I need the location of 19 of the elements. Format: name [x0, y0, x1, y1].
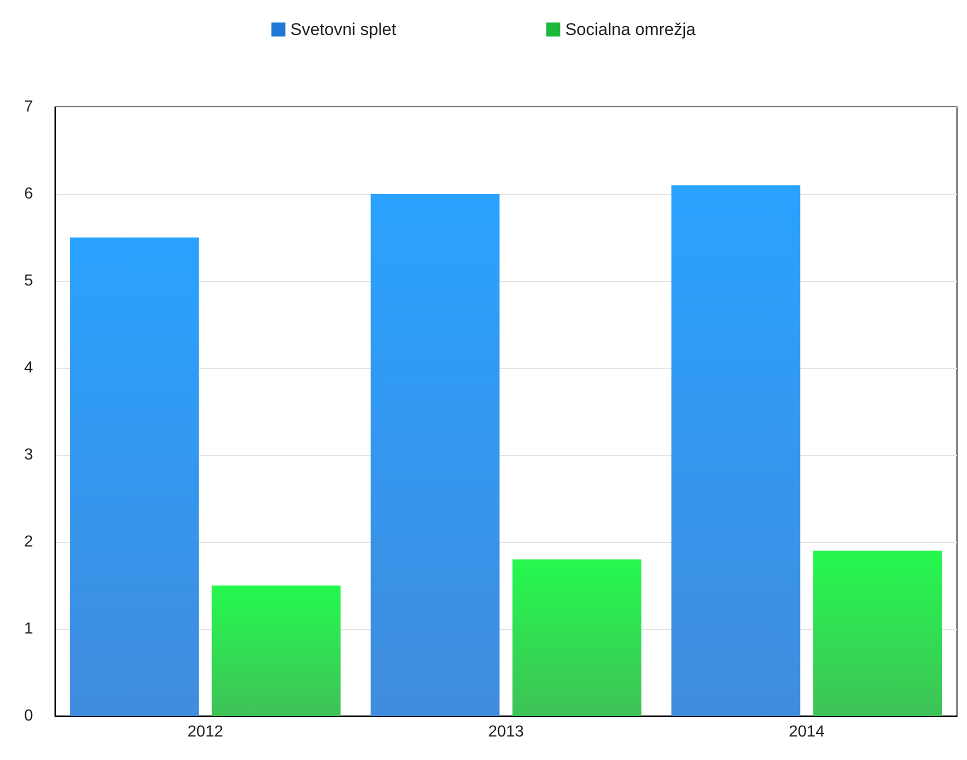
bar [70, 238, 199, 716]
y-tick-label: 2 [24, 534, 34, 550]
x-tick-label: 2013 [488, 724, 524, 740]
legend-label: Socialna omrežja [565, 20, 696, 39]
bar [212, 586, 341, 716]
bar [813, 550, 942, 716]
y-tick-label: 1 [24, 620, 34, 638]
x-tick-label: 2012 [188, 724, 224, 740]
bar [512, 559, 642, 716]
y-tick-label: 4 [24, 360, 34, 376]
bar [671, 185, 800, 716]
x-tick-label: 2014 [788, 724, 825, 740]
bar [370, 194, 500, 716]
y-tick-label: 0 [24, 708, 34, 724]
legend-label: Svetovni splet [290, 20, 396, 39]
y-tick-label: 3 [24, 446, 34, 464]
y-tick-label: 5 [24, 272, 34, 290]
y-tick-label: 6 [24, 186, 34, 202]
y-tick-label: 7 [24, 98, 34, 116]
